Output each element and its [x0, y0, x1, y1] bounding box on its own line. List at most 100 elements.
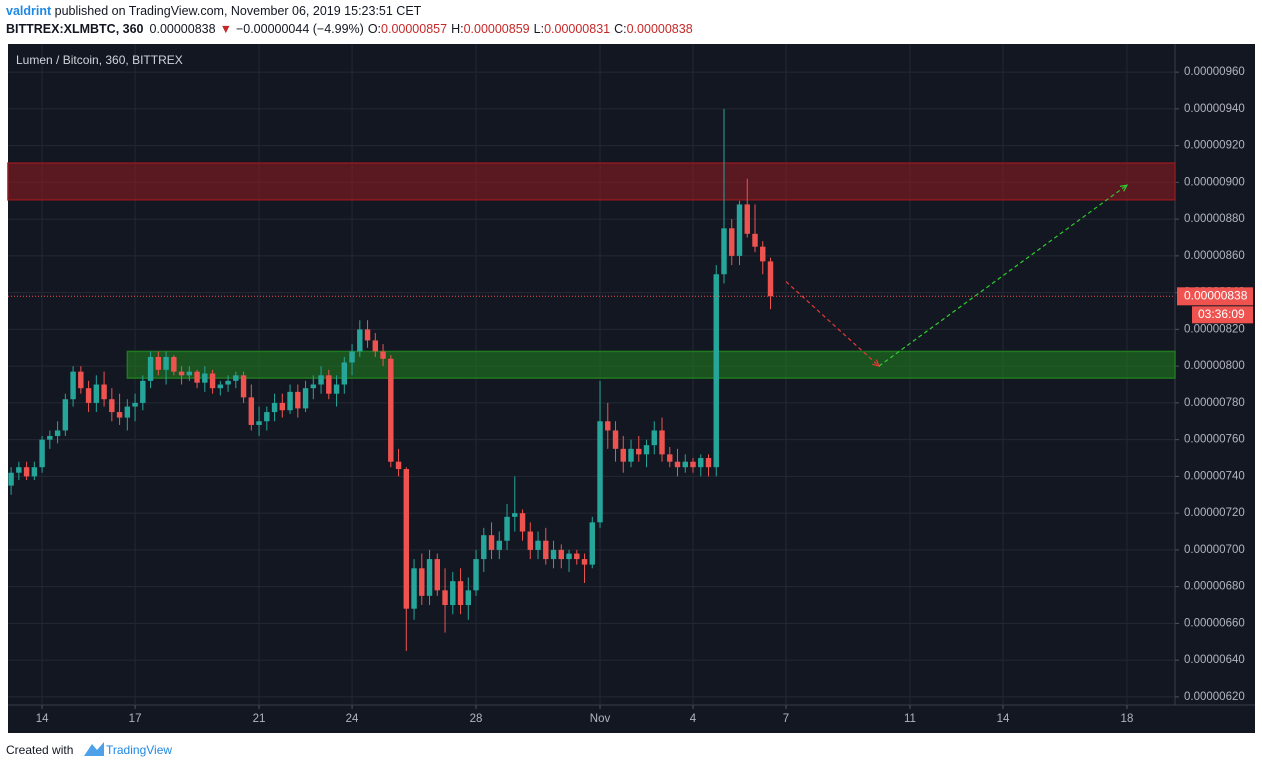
candle-body	[651, 430, 657, 446]
candle-body	[147, 356, 154, 381]
published: published on TradingView.com, November 0…	[51, 4, 422, 18]
candle-body	[426, 559, 433, 596]
x-tick-label: 14	[997, 713, 1010, 725]
candle-body	[302, 388, 309, 409]
candle-body	[341, 362, 348, 385]
candle-body	[698, 458, 704, 468]
candle-body	[240, 375, 247, 398]
candle-body	[628, 448, 634, 462]
symbol: BITTREX:XLMBTC, 360	[6, 22, 144, 36]
o: 0.00000857	[381, 22, 447, 36]
candle-body	[31, 467, 38, 477]
x-tick-label: 14	[36, 713, 49, 725]
candle-body	[70, 371, 76, 400]
candle-body	[550, 549, 557, 560]
h: 0.00000859	[464, 22, 530, 36]
x-tick-label: 21	[253, 713, 266, 725]
y-tick-label: 0.00000960	[1184, 66, 1245, 78]
logo	[84, 742, 104, 756]
candle-body	[23, 467, 30, 477]
candle-body	[178, 371, 185, 376]
x-tick-label: 28	[470, 713, 483, 725]
candle-body	[729, 228, 735, 256]
candle-body	[78, 371, 84, 389]
zone	[126, 350, 1176, 379]
candle-body	[124, 406, 131, 418]
plot: 0.00000620 0.00000640 0.00000660 0.00000680…	[7, 44, 1253, 725]
y-tick-label: 0.00000740	[1184, 470, 1245, 482]
candle-body	[364, 329, 371, 341]
candle-body	[54, 430, 61, 436]
h-label: H:	[451, 22, 464, 36]
candle-body	[16, 467, 22, 473]
footer-brand: TradingView	[106, 743, 172, 757]
candle-body	[496, 540, 502, 550]
candle-body	[744, 204, 750, 234]
candle-body	[202, 373, 208, 383]
candle-body	[171, 356, 177, 372]
candle-body	[597, 421, 603, 523]
candle-body	[543, 540, 549, 560]
countdown: 03:36:09	[1198, 307, 1245, 321]
candle-body	[527, 531, 533, 550]
candle-body	[442, 590, 448, 606]
y-tick-label: 0.00000680	[1184, 581, 1245, 593]
candle-body	[721, 228, 727, 275]
candle-body	[752, 233, 758, 247]
candle-body	[217, 384, 224, 389]
candle-body	[450, 581, 456, 606]
candle-body	[318, 375, 324, 385]
candle-body	[140, 380, 146, 403]
candle-body	[310, 384, 317, 389]
candle-body	[287, 391, 293, 411]
candle-body	[419, 568, 425, 596]
candle-body	[674, 461, 681, 468]
candle-body	[101, 384, 107, 400]
header-line-1: valdrint published on TradingView.com, N…	[6, 4, 422, 18]
c: 0.00000838	[627, 22, 693, 36]
candle-body	[186, 371, 193, 376]
candle-body	[47, 435, 53, 440]
y-tick-label: 0.00000820	[1184, 323, 1245, 335]
candle-body	[465, 590, 472, 606]
candle-body	[643, 445, 650, 455]
price: 0.00000838	[150, 22, 216, 36]
change: −0.00000044 (−4.99%)	[236, 22, 364, 36]
candle-body	[372, 340, 379, 352]
candle-body	[132, 402, 138, 407]
y-tick-label: 0.00000800	[1184, 360, 1245, 372]
candle-body	[116, 412, 123, 418]
candle-body	[767, 261, 774, 297]
c-label: C:	[614, 22, 627, 36]
candle-body	[357, 329, 363, 352]
candle-body	[39, 439, 45, 468]
candle-body	[295, 391, 301, 409]
candle-body	[434, 559, 441, 591]
candle-body	[558, 549, 564, 560]
y-tick-label: 0.00000780	[1184, 397, 1245, 409]
candle-body	[411, 568, 417, 609]
candle-body	[194, 371, 200, 383]
candle-body	[93, 384, 100, 403]
candle-body	[682, 461, 688, 468]
candle-body	[155, 356, 162, 370]
countdown-box	[1192, 306, 1253, 324]
forecast-arrow	[878, 184, 1128, 367]
candle-body	[574, 553, 580, 560]
candle-body	[605, 421, 611, 431]
candle-body	[736, 204, 743, 256]
arrow: ▼	[220, 22, 232, 36]
candle-body	[612, 430, 619, 449]
chart-title: Lumen / Bitcoin, 360, BITTREX	[16, 53, 183, 67]
candle-body	[690, 461, 696, 468]
x-tick-label: 11	[904, 713, 916, 725]
x-tick-label: Nov	[590, 713, 611, 725]
y-tick-label: 0.00000620	[1184, 691, 1245, 703]
zone	[7, 162, 1176, 201]
y-tick-label: 0.00000720	[1184, 507, 1245, 519]
y-tick-label: 0.00000760	[1184, 434, 1245, 446]
candle-body	[85, 388, 92, 403]
candle-body	[163, 356, 169, 370]
candle-body	[62, 399, 69, 431]
